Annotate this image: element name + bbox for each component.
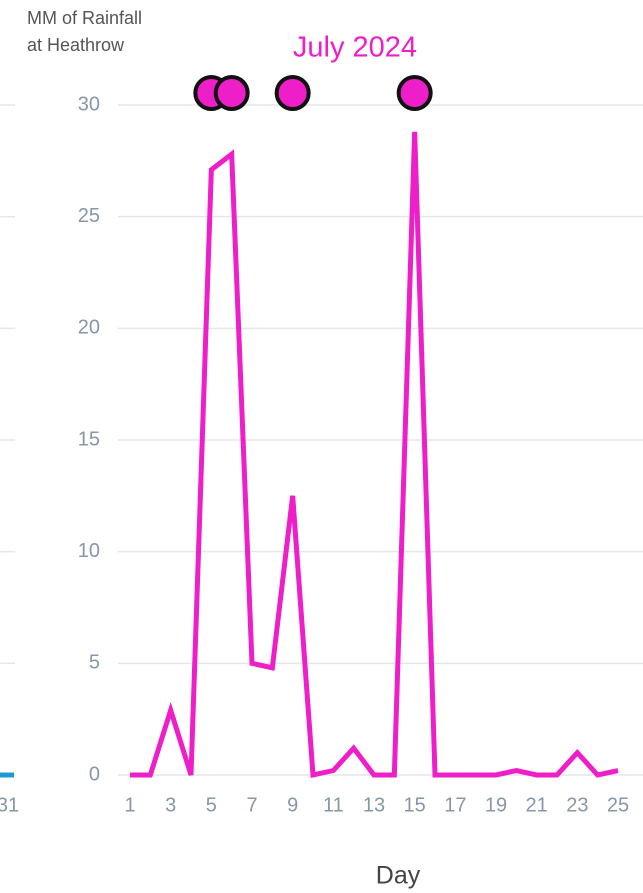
x-tick-label: 25 [607, 794, 629, 816]
chart-title: July 2024 [293, 32, 417, 64]
x-tick-label: 19 [485, 794, 507, 816]
y-tick-label: 30 [78, 93, 100, 115]
x-tick-label: 3 [165, 794, 176, 816]
x-tick-label: 23 [566, 794, 588, 816]
y-tick-label: 25 [78, 205, 100, 227]
x-tick-label: 13 [363, 794, 385, 816]
x-tick-label: 5 [206, 794, 217, 816]
y-tick-label: 10 [78, 540, 100, 562]
x-tick-label: 1 [124, 794, 135, 816]
y-axis-label: MM of Rainfall [27, 8, 142, 28]
previous-panel-tick: 31 [0, 794, 19, 816]
highlight-marker [213, 75, 250, 111]
x-tick-label: 9 [287, 794, 298, 816]
rain-line [130, 131, 619, 779]
y-tick-label: 0 [89, 763, 100, 785]
highlight-marker [396, 75, 433, 111]
x-tick-label: 11 [323, 794, 344, 816]
x-tick-label: 17 [444, 794, 466, 816]
highlight-marker [274, 75, 311, 111]
y-axis-label: at Heathrow [27, 35, 125, 55]
y-tick-label: 15 [78, 428, 100, 450]
y-tick-label: 5 [89, 652, 100, 674]
x-tick-label: 7 [246, 794, 257, 816]
x-tick-label: 21 [526, 794, 548, 816]
x-tick-label: 15 [404, 794, 426, 816]
y-tick-label: 20 [78, 317, 100, 339]
x-axis-label: Day [376, 862, 421, 890]
